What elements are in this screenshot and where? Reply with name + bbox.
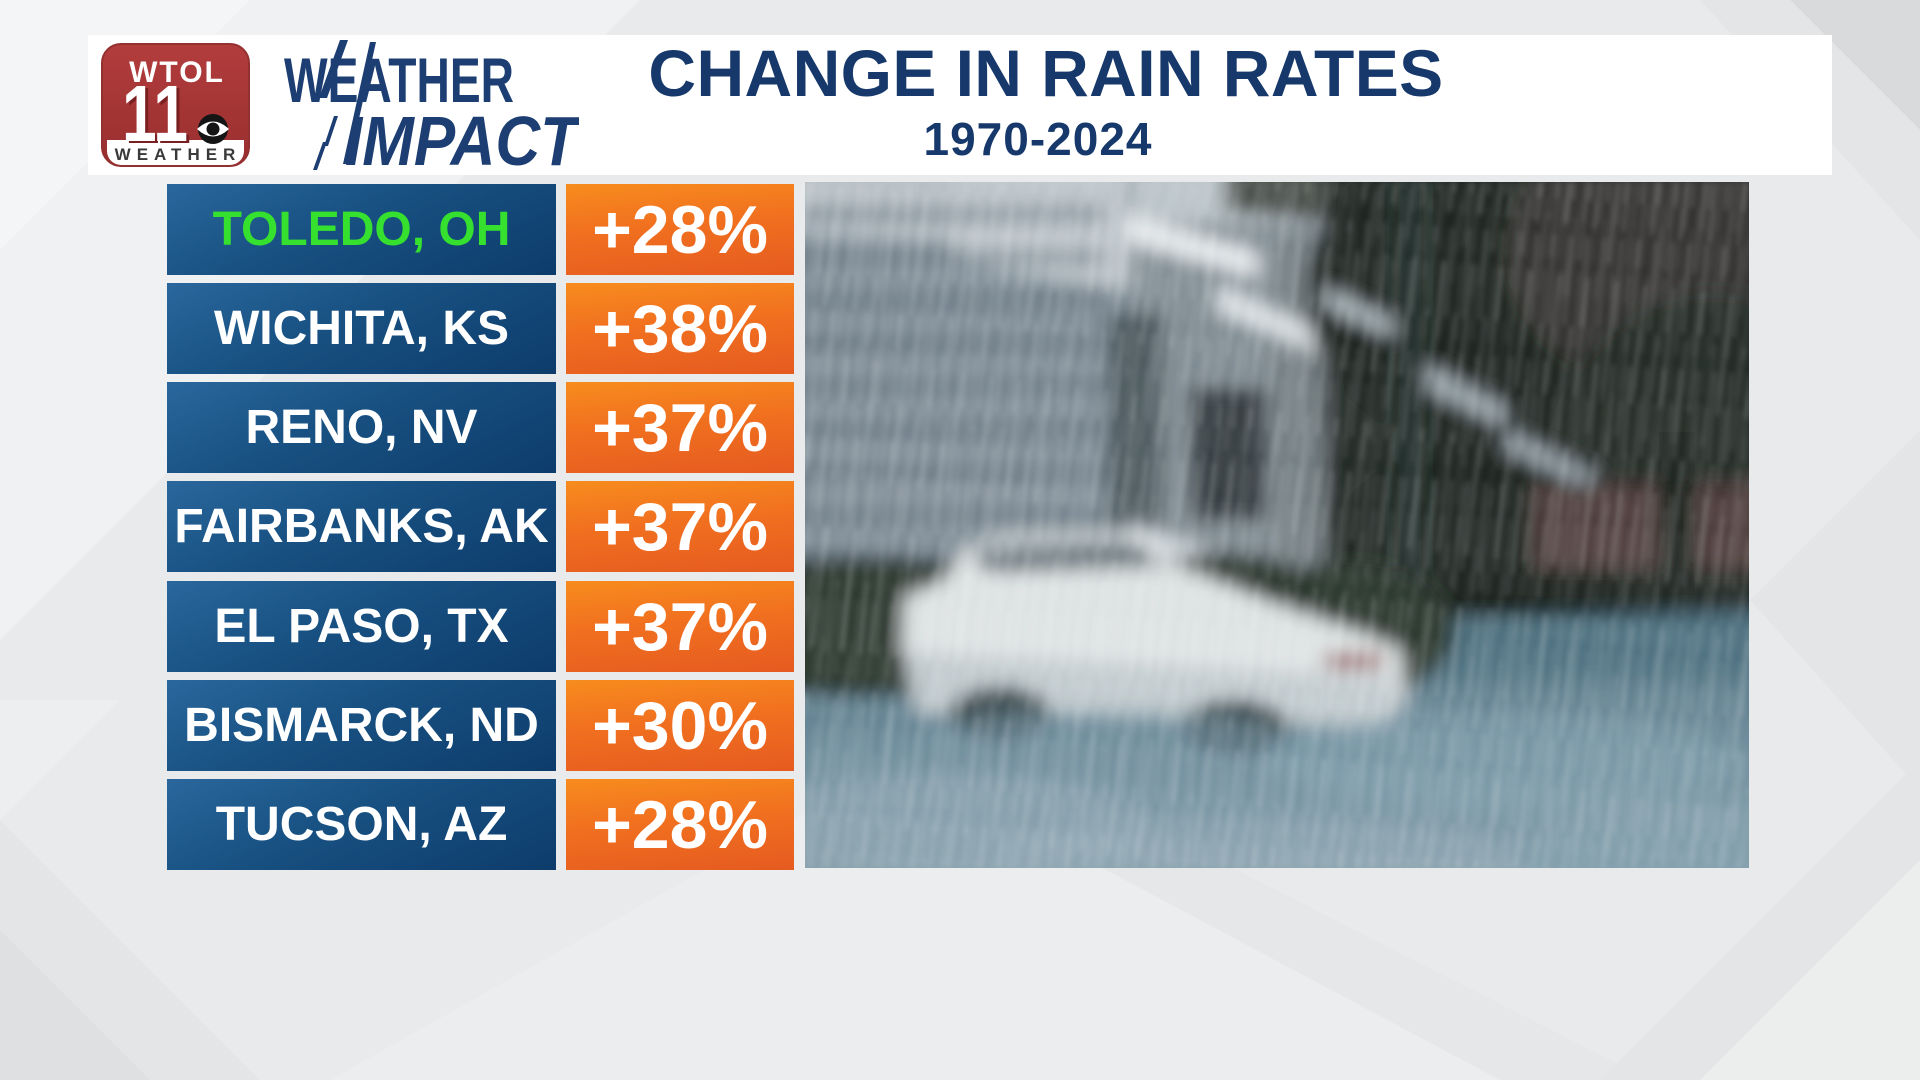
svg-text:WEATHER: WEATHER <box>115 145 242 164</box>
svg-text:11: 11 <box>122 69 188 158</box>
svg-text:WTOL: WTOL <box>129 56 225 89</box>
svg-text:IMPACT: IMPACT <box>345 102 579 172</box>
svg-text:11: 11 <box>125 71 191 160</box>
svg-text:WEATHER: WEATHER <box>284 46 514 116</box>
